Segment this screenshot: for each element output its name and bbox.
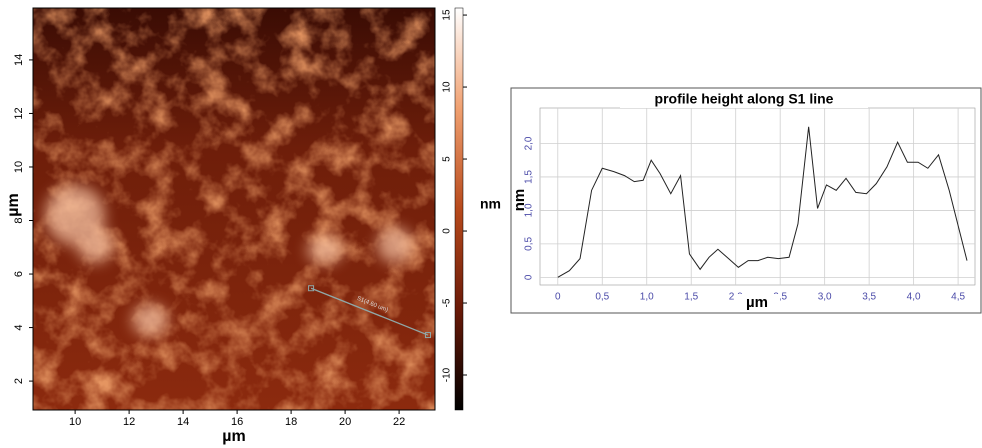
x-tick-label: 4,5 bbox=[951, 292, 965, 303]
profile-line-end bbox=[308, 285, 315, 292]
y-tick-label: 0,5 bbox=[524, 237, 535, 251]
title-box bbox=[620, 91, 868, 108]
x-axis-label: µm bbox=[222, 428, 245, 445]
y-tick-label: 1,0 bbox=[524, 203, 535, 217]
colorbar-tick-label: 10 bbox=[442, 81, 453, 93]
x-tick-label: 10 bbox=[69, 416, 81, 428]
x-tick-label: 0 bbox=[555, 292, 561, 303]
x-tick-label: 1,5 bbox=[684, 292, 698, 303]
chart-title: profile height along S1 line bbox=[655, 91, 834, 107]
y-tick-label: 2,0 bbox=[524, 136, 535, 150]
y-tick-label: 4 bbox=[13, 325, 25, 331]
x-tick-label: 3,0 bbox=[818, 292, 832, 303]
y-tick-label: 12 bbox=[13, 107, 25, 119]
y-axis-label: µm bbox=[5, 193, 22, 216]
x-tick-label: 18 bbox=[285, 416, 297, 428]
y-tick-label: 14 bbox=[13, 54, 25, 66]
profile-plot-area bbox=[539, 107, 976, 286]
x-tick-label: 0,5 bbox=[595, 292, 609, 303]
colorbar bbox=[454, 7, 464, 411]
profile-line-end bbox=[424, 332, 431, 339]
x-tick-label: 4,0 bbox=[907, 292, 921, 303]
profile-line bbox=[310, 287, 429, 336]
y-tick-label: 10 bbox=[13, 161, 25, 173]
y-axis-label: nm bbox=[511, 189, 528, 212]
image-frame bbox=[32, 7, 436, 411]
y-tick-label: 8 bbox=[13, 217, 25, 223]
y-tick-label: 2 bbox=[13, 378, 25, 384]
colorbar-tick-label: -10 bbox=[442, 367, 453, 382]
y-tick-label: 1,5 bbox=[524, 170, 535, 184]
x-label-box bbox=[735, 294, 780, 312]
profile-curve bbox=[557, 126, 968, 278]
x-tick-label: 2,5 bbox=[773, 292, 787, 303]
colorbar-tick-label: -5 bbox=[442, 298, 453, 307]
x-tick-label: 14 bbox=[177, 416, 189, 428]
colorbar-tick-label: 5 bbox=[442, 156, 453, 162]
colorbar-label: nm bbox=[480, 196, 501, 212]
x-tick-label: 12 bbox=[123, 416, 135, 428]
y-tick-label: 0 bbox=[524, 274, 535, 280]
afm-image bbox=[33, 8, 435, 410]
y-tick-label: 6 bbox=[13, 271, 25, 277]
colorbar-tick-label: 15 bbox=[442, 9, 453, 21]
x-tick-label: 16 bbox=[231, 416, 243, 428]
x-tick-label: 3,5 bbox=[862, 292, 876, 303]
x-axis-label: µm bbox=[746, 294, 768, 311]
x-tick-label: 22 bbox=[393, 416, 405, 428]
x-tick-label: 20 bbox=[339, 416, 351, 428]
x-tick-label: 1,0 bbox=[640, 292, 654, 303]
colorbar-tick-label: 0 bbox=[442, 228, 453, 234]
